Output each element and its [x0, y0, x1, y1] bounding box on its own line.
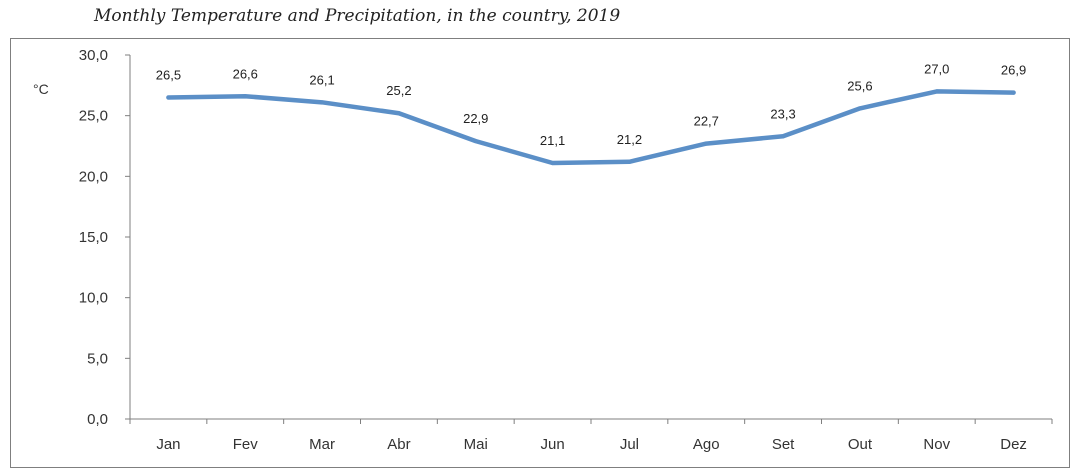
data-label: 26,6: [233, 66, 258, 81]
data-point: [704, 141, 709, 146]
x-tick-label: Mar: [309, 436, 335, 453]
data-point: [550, 160, 555, 165]
x-tick-label: Set: [772, 436, 795, 453]
data-label: 26,1: [309, 72, 334, 87]
x-tick-label: Mai: [464, 436, 488, 453]
data-point: [934, 89, 939, 94]
data-label: 21,1: [540, 133, 565, 148]
y-tick-label: 25,0: [79, 108, 108, 125]
data-point: [243, 94, 248, 99]
data-point: [166, 95, 171, 100]
data-point: [781, 134, 786, 139]
y-tick-label: 0,0: [87, 411, 108, 428]
chart-frame: [10, 38, 1070, 468]
data-point: [473, 139, 478, 144]
data-point: [857, 106, 862, 111]
y-tick-label: 10,0: [79, 290, 108, 307]
y-axis-unit-label: °C: [33, 81, 49, 97]
y-tick-label: 20,0: [79, 168, 108, 185]
x-tick-label: Abr: [387, 436, 410, 453]
x-tick-label: Dez: [1000, 436, 1027, 453]
x-tick-label: Jul: [620, 436, 639, 453]
data-label: 27,0: [924, 61, 949, 76]
data-point: [396, 111, 401, 116]
y-tick-label: 30,0: [79, 47, 108, 64]
y-tick-label: 15,0: [79, 229, 108, 246]
data-label: 23,3: [770, 106, 795, 121]
data-label: 22,9: [463, 111, 488, 126]
data-point: [627, 159, 632, 164]
data-point: [1011, 90, 1016, 95]
x-tick-label: Nov: [923, 436, 950, 453]
data-label: 26,9: [1001, 63, 1026, 78]
y-tick-label: 5,0: [87, 350, 108, 367]
x-tick-label: Jan: [156, 436, 180, 453]
data-label: 26,5: [156, 67, 181, 82]
data-point: [320, 100, 325, 105]
x-tick-label: Out: [848, 436, 873, 453]
data-label: 22,7: [694, 114, 719, 129]
x-tick-label: Jun: [540, 436, 564, 453]
series-line: [166, 89, 1016, 166]
data-label: 25,6: [847, 78, 872, 93]
chart-title: Monthly Temperature and Precipitation, i…: [94, 6, 621, 26]
x-tick-label: Fev: [233, 436, 259, 453]
x-tick-label: Ago: [693, 436, 720, 453]
data-label: 25,2: [386, 83, 411, 98]
data-label: 21,2: [617, 132, 642, 147]
